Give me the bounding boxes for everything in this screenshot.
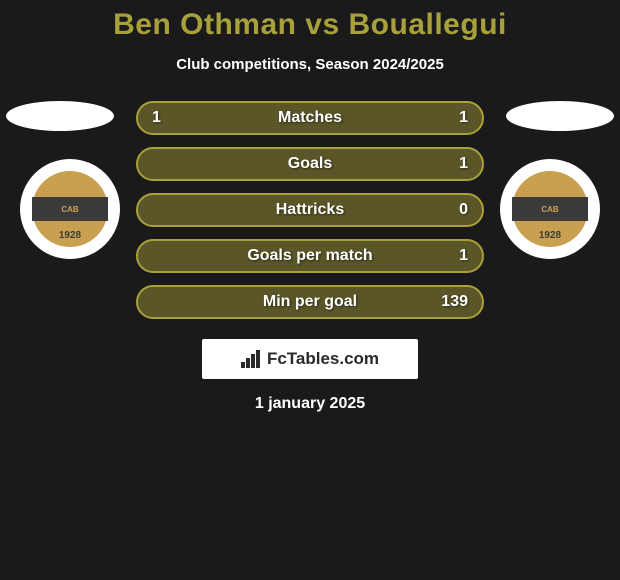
stat-right-value: 139 (441, 293, 468, 311)
stat-left-value: 1 (152, 109, 161, 127)
stat-right-value: 1 (459, 247, 468, 265)
date-label: 1 january 2025 (255, 395, 365, 413)
badge-inner-right: CAB 1928 (512, 171, 588, 247)
page-title: Ben Othman vs Bouallegui (113, 8, 507, 42)
stat-row: 1 Matches 1 (136, 101, 484, 135)
stat-right-value: 0 (459, 201, 468, 219)
stat-label: Matches (278, 109, 342, 127)
stat-right-value: 1 (459, 109, 468, 127)
footer-logo[interactable]: FcTables.com (202, 339, 418, 379)
stats-area: CAB 1928 CAB 1928 1 Matches 1 Goals 1 (0, 101, 620, 319)
stat-row: Min per goal 139 (136, 285, 484, 319)
badge-year-left: 1928 (59, 230, 81, 241)
player-ellipse-right (506, 101, 614, 131)
badge-stripe-left: CAB (32, 197, 108, 221)
stat-label: Goals (288, 155, 332, 173)
stat-label: Goals per match (247, 247, 372, 265)
main-container: Ben Othman vs Bouallegui Club competitio… (0, 0, 620, 580)
badge-stripe-right: CAB (512, 197, 588, 221)
page-subtitle: Club competitions, Season 2024/2025 (176, 56, 444, 73)
badge-year-right: 1928 (539, 230, 561, 241)
stat-label: Hattricks (276, 201, 344, 219)
stat-right-value: 1 (459, 155, 468, 173)
chart-icon (241, 350, 263, 368)
badge-inner-left: CAB 1928 (32, 171, 108, 247)
stat-label: Min per goal (263, 293, 357, 311)
player-ellipse-left (6, 101, 114, 131)
stat-row: Goals per match 1 (136, 239, 484, 273)
logo-text: FcTables.com (267, 349, 379, 369)
club-badge-left: CAB 1928 (20, 159, 120, 259)
stat-row: Goals 1 (136, 147, 484, 181)
club-badge-right: CAB 1928 (500, 159, 600, 259)
stat-row: Hattricks 0 (136, 193, 484, 227)
